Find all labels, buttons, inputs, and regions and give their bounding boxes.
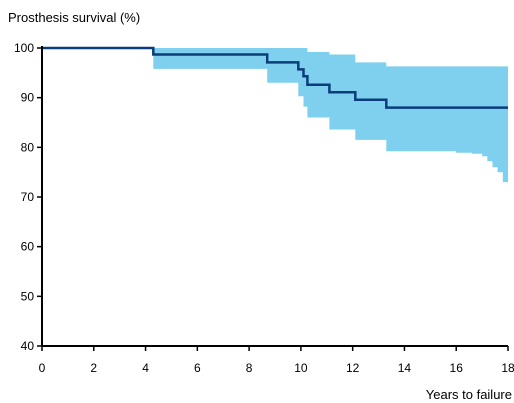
x-tick-label: 18 xyxy=(501,361,514,375)
x-tick-label: 0 xyxy=(39,361,46,375)
y-tick-label: 60 xyxy=(21,240,35,254)
y-tick-label: 100 xyxy=(14,41,34,55)
x-tick-label: 8 xyxy=(246,361,253,375)
survival-line-layer xyxy=(42,46,508,109)
survival-step-line xyxy=(42,46,508,109)
y-tick-label: 90 xyxy=(21,91,35,105)
y-tick-label: 70 xyxy=(21,190,35,204)
y-tick-label: 50 xyxy=(21,289,35,303)
x-axis-label: Years to failure xyxy=(426,387,512,402)
x-tick-label: 2 xyxy=(90,361,97,375)
y-tick-label: 40 xyxy=(21,339,35,353)
x-tick-label: 6 xyxy=(194,361,201,375)
axes: 40 50 60 70 80 90 100 0 2 4 6 8 10 12 14 16 18 xyxy=(14,41,514,375)
confidence-band xyxy=(42,48,508,197)
x-tick-label: 16 xyxy=(450,361,464,375)
x-tick-label: 10 xyxy=(294,361,308,375)
y-tick-label: 80 xyxy=(21,140,35,154)
y-axis-label: Prosthesis survival (%) xyxy=(8,10,140,25)
x-tick-label: 12 xyxy=(346,361,360,375)
confidence-band-layer xyxy=(42,48,508,197)
x-tick-label: 4 xyxy=(142,361,149,375)
x-tick-label: 14 xyxy=(398,361,412,375)
